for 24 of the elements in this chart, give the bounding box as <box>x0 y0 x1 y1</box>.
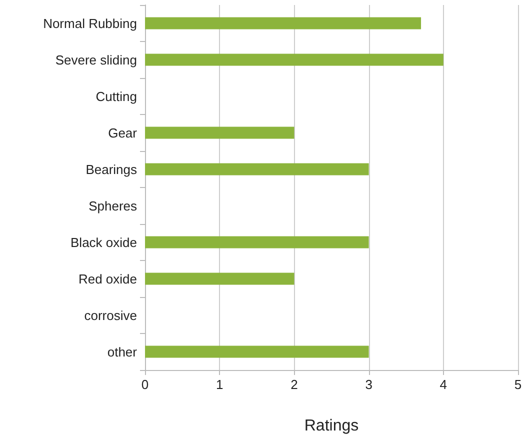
bar <box>145 272 294 285</box>
bar <box>145 236 369 248</box>
y-tick-label: Red oxide <box>78 271 137 286</box>
y-tick-label: Spheres <box>88 198 138 214</box>
y-tick-label: Gear <box>108 125 138 140</box>
bar <box>145 346 369 358</box>
y-tick-label: Severe sliding <box>55 52 137 68</box>
y-tick-label: corrosive <box>84 308 137 323</box>
x-axis-title: Ratings <box>304 418 359 434</box>
y-tick-label: Cutting <box>96 88 137 104</box>
y-tick-label: Bearings <box>86 162 138 177</box>
y-tick-label: other <box>107 344 138 360</box>
bar <box>145 17 422 30</box>
bar <box>145 54 444 66</box>
x-tick-label: 1 <box>216 377 224 392</box>
y-tick-label: Black oxide <box>70 234 137 250</box>
bar <box>145 126 294 139</box>
bar <box>145 163 369 176</box>
x-tick-label: 5 <box>514 377 522 392</box>
x-tick-label: 0 <box>141 377 149 392</box>
y-tick-label: Normal Rubbing <box>43 16 137 31</box>
x-tick-label: 3 <box>365 377 372 392</box>
x-tick-label: 4 <box>440 377 448 392</box>
x-tick-label: 2 <box>290 377 298 392</box>
